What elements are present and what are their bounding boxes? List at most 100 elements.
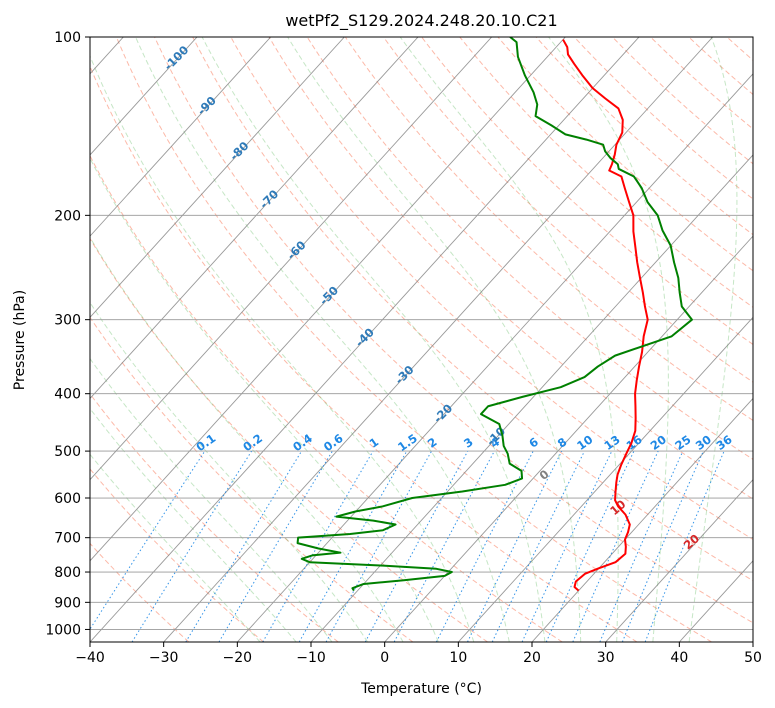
mixing-ratio-line <box>521 450 613 642</box>
isotherm-line <box>310 154 753 642</box>
moist-adiabat-line <box>90 236 404 642</box>
moist-adiabat-line <box>287 37 582 642</box>
dry-adiabat-line <box>90 316 414 642</box>
isotherm-label: -20 <box>431 401 456 426</box>
dry-adiabat-line <box>90 237 488 642</box>
mixing-ratio-label: 30 <box>693 432 714 453</box>
dry-adiabat-label: 20 <box>681 531 702 552</box>
x-axis-label: Temperature (°C) <box>360 681 482 697</box>
mixing-ratio-line <box>467 450 563 642</box>
y-tick-label: 700 <box>54 531 81 547</box>
mixing-ratio-line <box>298 450 408 642</box>
isotherm-label: -80 <box>227 139 252 164</box>
y-tick-label: 100 <box>54 30 81 46</box>
isotherm-line <box>457 316 753 642</box>
isotherm-label: -30 <box>392 363 417 388</box>
isotherm-line <box>90 37 640 642</box>
mixing-ratio-label: 10 <box>574 432 595 453</box>
isotherm-line <box>384 235 753 642</box>
moist-adiabat-line <box>90 407 297 642</box>
mixing-ratio-line <box>364 450 469 642</box>
y-tick-label: 1000 <box>45 622 81 638</box>
isotherm-label: -100 <box>161 43 191 73</box>
isotherm-line <box>236 73 753 642</box>
dry-adiabat-line <box>115 37 712 642</box>
y-tick-label: 200 <box>54 208 81 224</box>
dry-adiabat-line <box>90 65 638 642</box>
mixing-ratio-line <box>262 450 374 642</box>
chart-title: wetPf2_S129.2024.248.20.10.C21 <box>285 11 557 31</box>
isotherm-line <box>90 37 493 481</box>
x-tick-label: −40 <box>75 650 105 666</box>
y-tick-label: 900 <box>54 595 81 611</box>
dry-adiabat-line <box>573 37 753 200</box>
isotherm-label: -60 <box>284 238 309 263</box>
mixing-ratio-line <box>491 450 585 642</box>
isotherm-line <box>531 397 753 642</box>
dry-adiabat-label: 30 <box>755 555 775 576</box>
moist-adiabat-line <box>201 37 546 642</box>
mixing-ratio-label: 13 <box>602 432 623 453</box>
y-tick-label: 300 <box>54 313 81 329</box>
isotherm-line <box>90 37 566 562</box>
y-tick-label: 500 <box>54 444 81 460</box>
moist-adiabat-line <box>90 54 475 642</box>
isotherm-line <box>90 37 272 237</box>
mixing-ratio-line <box>325 450 433 642</box>
mixing-ratio-line <box>90 450 206 631</box>
x-tick-label: 0 <box>380 650 389 666</box>
dry-adiabat-line <box>192 37 753 582</box>
y-tick-label: 800 <box>54 565 81 581</box>
mixing-ratio-label: 2 <box>425 435 440 451</box>
dry-adiabat-line <box>726 37 753 61</box>
isotherm-label: -40 <box>352 325 377 350</box>
dry-adiabat-line <box>154 37 753 624</box>
dry-adiabat-line <box>90 393 339 642</box>
dry-adiabat-line <box>688 37 753 96</box>
mixing-ratio-line <box>572 450 659 642</box>
moist-adiabat-line <box>90 157 439 642</box>
x-tick-label: 50 <box>744 650 762 666</box>
x-tick-label: 40 <box>670 650 688 666</box>
dry-adiabat-label: 0 <box>537 467 552 483</box>
dry-adiabat-line <box>383 37 753 383</box>
plot-frame <box>89 36 754 643</box>
isotherm-line <box>90 37 419 400</box>
mixing-ratio-line <box>185 450 303 642</box>
mixing-ratio-line <box>599 450 684 642</box>
dry-adiabat-line <box>421 37 753 346</box>
mixing-ratio-label: 1 <box>367 435 382 451</box>
x-tick-label: −30 <box>149 650 179 666</box>
x-tick-label: 10 <box>449 650 467 666</box>
x-tick-label: 20 <box>523 650 541 666</box>
mixing-ratio-label: 3 <box>461 435 476 451</box>
dry-adiabat-line <box>90 154 563 642</box>
isotherm-line <box>605 478 753 642</box>
isotherm-line <box>678 560 753 642</box>
dry-adiabat-line <box>650 37 753 130</box>
mixing-ratio-line <box>545 450 635 642</box>
isotherm-line <box>163 37 714 642</box>
moist-adiabat-line <box>548 37 669 642</box>
isotherm-line <box>90 37 198 156</box>
moist-adiabat-line <box>90 357 333 642</box>
dewpoint-line <box>296 37 693 592</box>
mixing-ratio-label: 6 <box>526 435 541 451</box>
y-tick-label: 600 <box>54 491 81 507</box>
dry-adiabat-line <box>612 37 753 165</box>
mixing-ratio-line <box>621 450 704 642</box>
mixing-ratio-line <box>218 450 333 642</box>
isotherm-line <box>90 37 345 318</box>
dry-adiabat-line <box>90 468 264 642</box>
isotherm-line <box>752 641 753 642</box>
isotherm-label: -70 <box>257 187 282 212</box>
temperature-line <box>562 39 649 592</box>
isotherm-label: -90 <box>194 93 219 118</box>
mixing-ratio-line <box>393 450 495 642</box>
dry-adiabat-line <box>268 37 753 500</box>
mixing-ratio-label: 20 <box>648 432 669 453</box>
dry-adiabat-line <box>344 37 753 421</box>
moist-adiabat-line <box>135 37 510 642</box>
dry-adiabat-line <box>535 37 753 236</box>
